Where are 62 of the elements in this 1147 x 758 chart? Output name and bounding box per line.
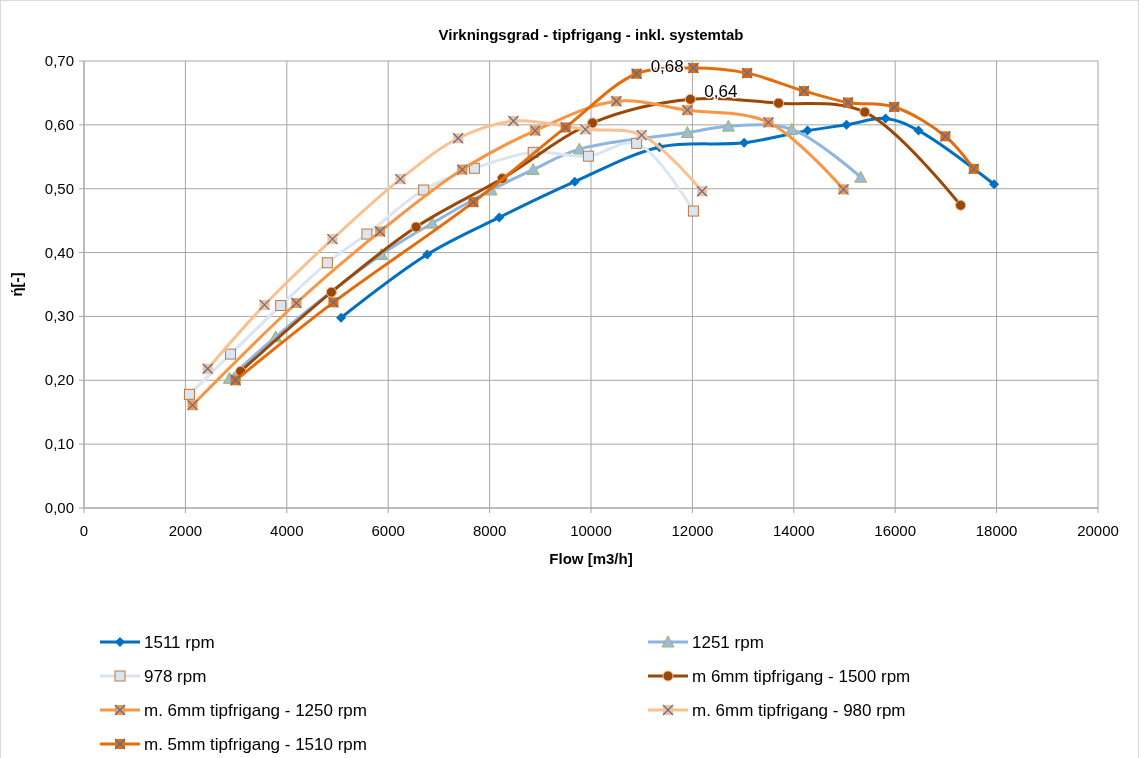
x-tick-label: 12000 xyxy=(671,522,714,539)
point xyxy=(687,205,699,217)
point xyxy=(494,212,505,223)
point xyxy=(854,170,868,183)
point xyxy=(773,97,785,109)
point xyxy=(841,119,852,130)
legend-label: 1251 rpm xyxy=(692,633,764,652)
point xyxy=(913,125,924,136)
legend-label: 978 rpm xyxy=(144,667,207,686)
point xyxy=(275,300,287,312)
point xyxy=(989,179,1000,190)
point xyxy=(802,125,813,136)
point xyxy=(684,93,696,105)
point xyxy=(721,119,735,132)
y-tick-label: 0,00 xyxy=(44,499,74,516)
y-tick-label: 0,50 xyxy=(44,179,74,197)
y-tick-label: 0,30 xyxy=(44,307,74,325)
point xyxy=(526,163,540,176)
chart-title: Virkningsgrad - tipfrigang - inkl. systemtab xyxy=(438,26,744,43)
y-tick-label: 0,60 xyxy=(44,115,74,133)
point xyxy=(336,312,347,323)
x-tick-label: 0 xyxy=(79,522,89,539)
x-axis-title: Flow [m3/h] xyxy=(549,550,633,567)
x-tick-label: 14000 xyxy=(772,522,815,539)
point xyxy=(425,216,439,229)
point xyxy=(321,257,333,269)
point xyxy=(325,286,337,298)
point xyxy=(410,221,422,233)
y-tick-label: 0,40 xyxy=(44,243,74,261)
point xyxy=(572,142,586,155)
x-tick-label: 16000 xyxy=(874,522,917,539)
y-axis-title: ή[-] xyxy=(8,272,25,297)
point xyxy=(418,184,430,196)
point xyxy=(569,176,580,187)
y-tick-label: 0,70 xyxy=(44,52,74,69)
y-tick-label: 0,10 xyxy=(44,435,74,453)
x-tick-label: 4000 xyxy=(270,522,304,539)
point xyxy=(955,199,967,211)
point xyxy=(225,348,237,360)
legend-label: m. 6mm tipfrigang - 980 rpm xyxy=(692,701,906,720)
legend-label: m 6mm tipfrigang - 1500 rpm xyxy=(692,667,911,686)
legend-label: 1511 rpm xyxy=(144,633,215,652)
point xyxy=(361,228,373,240)
point xyxy=(582,150,594,162)
x-tick-label: 6000 xyxy=(371,522,405,539)
point xyxy=(785,122,799,135)
x-tick-label: 10000 xyxy=(570,522,612,539)
point xyxy=(880,113,891,124)
point xyxy=(680,126,694,139)
x-tick-label: 20000 xyxy=(1077,522,1119,539)
data-label: 0,64 xyxy=(704,82,738,102)
x-tick-label: 18000 xyxy=(975,522,1018,539)
x-tick-label: 8000 xyxy=(472,522,507,539)
point xyxy=(739,137,750,148)
legend-label: m. 6mm tipfrigang - 1250 rpm xyxy=(144,701,367,720)
y-tick-label: 0,20 xyxy=(44,371,74,389)
point xyxy=(587,117,599,129)
x-tick-label: 2000 xyxy=(168,522,203,539)
legend-label: m. 5mm tipfrigang - 1510 rpm xyxy=(144,735,367,754)
point xyxy=(422,249,433,260)
point xyxy=(859,106,871,118)
point xyxy=(183,388,195,400)
